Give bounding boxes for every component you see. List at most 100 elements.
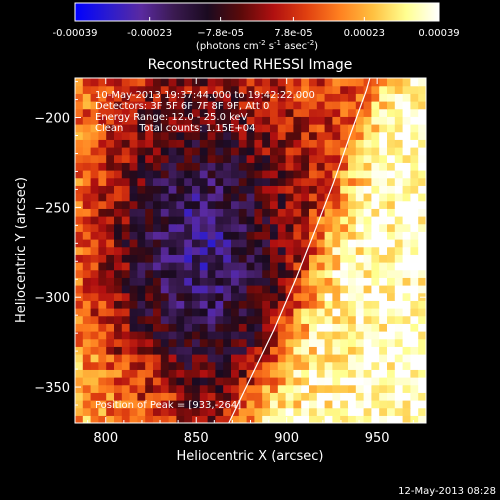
heatmap-cell <box>402 361 411 370</box>
heatmap-cell <box>238 354 248 363</box>
heatmap-cell <box>238 147 248 156</box>
heatmap-cell <box>324 185 333 194</box>
heatmap-cell <box>98 400 107 409</box>
heatmap-cell <box>394 254 404 263</box>
heatmap-cell <box>114 147 123 156</box>
heatmap-cell <box>293 131 302 140</box>
y-tick-label: −200 <box>34 112 70 127</box>
heatmap-cell <box>98 170 107 179</box>
heatmap-cell <box>199 208 209 217</box>
heatmap-cell <box>340 331 349 340</box>
heatmap-cell <box>309 216 318 225</box>
heatmap-cell <box>394 147 404 156</box>
heatmap-cell <box>199 308 209 317</box>
heatmap-cell <box>316 354 326 363</box>
heatmap-cell <box>145 254 154 263</box>
heatmap-cell <box>129 154 138 163</box>
heatmap-cell <box>270 147 279 156</box>
heatmap-cell <box>371 93 380 102</box>
heatmap-cell <box>363 131 372 140</box>
heatmap-cell <box>340 139 349 148</box>
heatmap-cell <box>176 354 185 363</box>
heatmap-cell <box>215 269 224 278</box>
heatmap-cell <box>301 78 310 87</box>
heatmap-cell <box>153 223 162 232</box>
heatmap-cell <box>176 369 185 378</box>
heatmap-cell <box>160 93 170 102</box>
heatmap-cell <box>371 185 380 194</box>
heatmap-cell <box>223 139 232 148</box>
heatmap-cell <box>145 185 154 194</box>
heatmap-cell <box>402 285 411 294</box>
heatmap-cell <box>223 193 232 202</box>
heatmap-cell <box>355 262 365 271</box>
heatmap-cell <box>394 285 404 294</box>
heatmap-cell <box>371 361 380 370</box>
heatmap-cell <box>355 331 365 340</box>
heatmap-cell <box>285 200 294 209</box>
heatmap-cell <box>402 170 411 179</box>
heatmap-cell <box>285 308 294 317</box>
heatmap-cell <box>82 124 92 133</box>
heatmap-cell <box>207 262 216 271</box>
heatmap-cell <box>238 407 248 416</box>
heatmap-cell <box>129 361 138 370</box>
heatmap-cell <box>410 285 419 294</box>
heatmap-cell <box>348 384 357 393</box>
heatmap-cell <box>316 308 326 317</box>
heatmap-cell <box>285 139 294 148</box>
heatmap-cell <box>285 392 294 401</box>
heatmap-cell <box>285 185 294 194</box>
heatmap-cell <box>340 277 349 286</box>
heatmap-cell <box>402 193 411 202</box>
heatmap-cell <box>246 331 255 340</box>
heatmap-cell <box>293 101 302 110</box>
heatmap-cell <box>215 147 224 156</box>
heatmap-cell <box>309 193 318 202</box>
heatmap-cell <box>184 223 193 232</box>
heatmap-cell <box>316 392 326 401</box>
heatmap-cell <box>246 147 255 156</box>
heatmap-cell <box>98 223 107 232</box>
heatmap-cell <box>199 101 209 110</box>
heatmap-cell <box>394 193 404 202</box>
heatmap-cell <box>394 331 404 340</box>
heatmap-cell <box>129 216 138 225</box>
heatmap-cell <box>309 392 318 401</box>
heatmap-cell <box>379 331 388 340</box>
heatmap-cell <box>340 361 349 370</box>
heatmap-cell <box>394 93 404 102</box>
heatmap-cell <box>129 239 138 248</box>
heatmap-cell <box>316 124 326 133</box>
heatmap-cell <box>129 162 138 171</box>
heatmap-cell <box>262 315 271 324</box>
heatmap-cell <box>145 162 154 171</box>
heatmap-cell <box>129 415 138 423</box>
heatmap-cell <box>176 200 185 209</box>
heatmap-cell <box>394 415 404 423</box>
heatmap-cell <box>106 231 115 240</box>
heatmap-cell <box>262 246 271 255</box>
heatmap-cell <box>246 108 255 117</box>
heatmap-cell <box>114 246 123 255</box>
heatmap-cell <box>293 154 302 163</box>
heatmap-cell <box>246 285 255 294</box>
heatmap-cell <box>231 216 240 225</box>
solar-limb-arc <box>228 78 371 423</box>
heatmap-cell <box>262 85 271 94</box>
heatmap-cell <box>153 415 162 423</box>
heatmap-cell <box>168 101 177 110</box>
heatmap-cell <box>410 131 419 140</box>
annotation-energy: Energy Range: 12.0 - 25.0 keV <box>95 112 248 123</box>
heatmap-cell <box>355 85 365 94</box>
heatmap-cell <box>254 323 263 332</box>
heatmap-cell <box>145 377 154 386</box>
heatmap-cell <box>277 377 287 386</box>
heatmap-cell <box>277 415 287 423</box>
heatmap-cell <box>199 361 209 370</box>
heatmap-cell <box>293 108 302 117</box>
heatmap-cell <box>316 147 326 156</box>
heatmap-cell <box>301 170 310 179</box>
heatmap-cell <box>176 154 185 163</box>
heatmap-cell <box>418 338 426 347</box>
